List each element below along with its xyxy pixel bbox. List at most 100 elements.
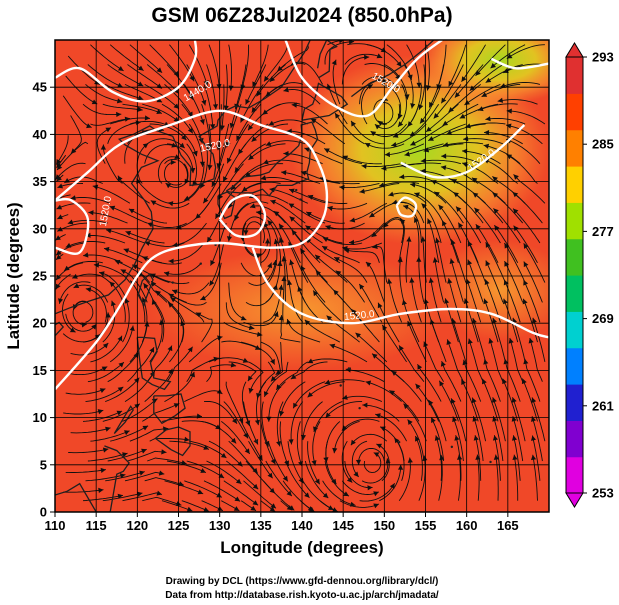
streamline-arrow bbox=[349, 40, 355, 45]
streamline bbox=[329, 344, 368, 363]
streamline bbox=[290, 361, 328, 380]
streamline bbox=[344, 53, 383, 65]
streamline bbox=[513, 454, 519, 501]
streamline bbox=[450, 398, 467, 442]
streamline bbox=[146, 64, 179, 94]
streamline bbox=[435, 435, 442, 481]
streamline bbox=[288, 188, 328, 204]
streamline bbox=[85, 288, 107, 323]
streamline-arrow bbox=[372, 353, 378, 359]
streamline-arrow bbox=[409, 277, 415, 283]
streamline bbox=[304, 460, 329, 499]
streamline-arrow bbox=[256, 90, 262, 97]
streamline-arrow bbox=[216, 83, 222, 90]
y-tick-label: 45 bbox=[33, 80, 47, 95]
streamline-arrow bbox=[184, 436, 190, 442]
streamline bbox=[110, 425, 149, 442]
streamline-arrow bbox=[106, 228, 112, 234]
streamline-arrow bbox=[269, 506, 276, 512]
streamline-arrow bbox=[172, 289, 178, 295]
streamline-arrow bbox=[105, 426, 111, 432]
streamline bbox=[241, 216, 267, 242]
streamline bbox=[88, 211, 128, 224]
streamline bbox=[423, 341, 444, 382]
streamline bbox=[502, 378, 519, 422]
streamline bbox=[302, 480, 334, 511]
streamline bbox=[146, 138, 186, 149]
streamline-arrow bbox=[373, 503, 379, 509]
streamline bbox=[405, 236, 410, 283]
streamline bbox=[344, 249, 380, 263]
streamline bbox=[68, 448, 109, 454]
streamline bbox=[459, 103, 499, 119]
streamline-arrow bbox=[403, 204, 409, 210]
streamline-arrow bbox=[195, 213, 201, 219]
streamline-arrow bbox=[379, 182, 385, 188]
streamline bbox=[505, 124, 543, 145]
streamline bbox=[149, 319, 163, 363]
streamline-arrow bbox=[233, 506, 240, 511]
streamline bbox=[361, 163, 402, 168]
streamline bbox=[90, 335, 123, 363]
streamline-arrow bbox=[266, 416, 272, 422]
streamline-arrow bbox=[382, 324, 388, 331]
streamline-arrow bbox=[324, 379, 331, 385]
streamline-arrow bbox=[99, 388, 106, 393]
streamline bbox=[150, 273, 190, 285]
streamline bbox=[291, 229, 321, 264]
streamline bbox=[341, 480, 379, 495]
streamline-arrow bbox=[97, 409, 104, 415]
streamline-arrow bbox=[407, 74, 413, 80]
streamline-arrow bbox=[521, 378, 527, 385]
streamline-arrow bbox=[289, 259, 295, 266]
streamline bbox=[288, 203, 326, 224]
streamline bbox=[122, 398, 158, 422]
height-contour bbox=[55, 197, 90, 255]
streamline-arrow bbox=[210, 124, 216, 130]
colorbar-segment bbox=[566, 275, 583, 312]
streamline-arrow bbox=[311, 460, 317, 466]
streamline-arrow bbox=[248, 154, 254, 160]
streamline bbox=[372, 245, 388, 283]
streamline-arrow bbox=[137, 106, 143, 112]
streamline bbox=[56, 202, 91, 210]
island-dot bbox=[339, 384, 342, 387]
streamline bbox=[438, 454, 443, 501]
streamline-arrow bbox=[446, 130, 452, 135]
streamline bbox=[398, 457, 411, 501]
streamline-arrow bbox=[462, 359, 468, 366]
streamline bbox=[268, 119, 308, 126]
streamline bbox=[492, 317, 506, 363]
colorbar-segment bbox=[566, 93, 583, 131]
streamline-arrow bbox=[248, 124, 254, 131]
streamline-arrow bbox=[85, 287, 92, 293]
streamline bbox=[513, 225, 538, 264]
y-tick-label: 5 bbox=[40, 457, 47, 472]
streamline-arrow bbox=[282, 475, 288, 482]
streamline bbox=[379, 464, 402, 502]
streamline-arrow bbox=[138, 65, 144, 71]
height-contour bbox=[218, 193, 267, 238]
coastline-taiwan bbox=[137, 273, 154, 307]
streamline-arrow bbox=[429, 101, 434, 108]
streamline-arrow bbox=[304, 319, 311, 326]
streamline-arrow bbox=[100, 467, 106, 473]
streamline bbox=[282, 275, 285, 323]
streamline-arrow bbox=[109, 205, 116, 211]
streamline-arrow bbox=[513, 225, 519, 232]
streamline bbox=[92, 185, 131, 204]
streamline bbox=[314, 254, 348, 283]
streamline bbox=[210, 222, 227, 266]
streamline-arrow bbox=[188, 94, 194, 100]
streamline-arrow bbox=[307, 506, 314, 511]
streamline-arrow bbox=[67, 219, 74, 225]
streamline-arrow bbox=[190, 168, 196, 174]
streamline-arrow bbox=[377, 120, 384, 126]
streamline-arrow bbox=[102, 343, 109, 349]
streamline bbox=[399, 176, 439, 184]
streamline-arrow bbox=[117, 386, 124, 392]
colorbar-segment bbox=[566, 166, 583, 203]
streamline-arrow bbox=[116, 98, 123, 104]
streamline-arrow bbox=[504, 243, 510, 249]
streamline bbox=[168, 242, 205, 262]
